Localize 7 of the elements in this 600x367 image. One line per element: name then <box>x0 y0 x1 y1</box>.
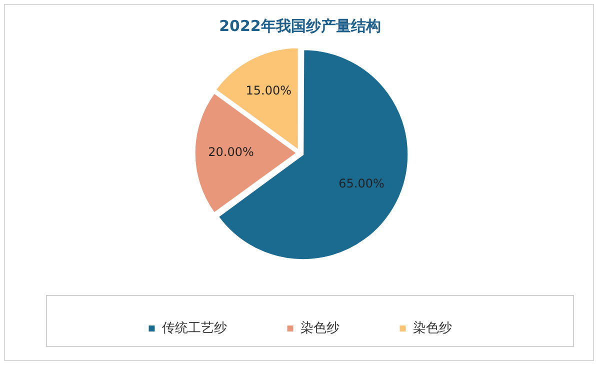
legend-label: 染色纱 <box>412 320 452 336</box>
legend-label: 传统工艺纱 <box>162 320 227 336</box>
legend-label: 染色纱 <box>300 320 340 336</box>
data-label: 65.00% <box>338 176 384 190</box>
data-label: 20.00% <box>208 145 254 160</box>
data-label: 15.00% <box>246 84 292 98</box>
chart-title: 2022年我国纱产量结构 <box>219 16 381 35</box>
